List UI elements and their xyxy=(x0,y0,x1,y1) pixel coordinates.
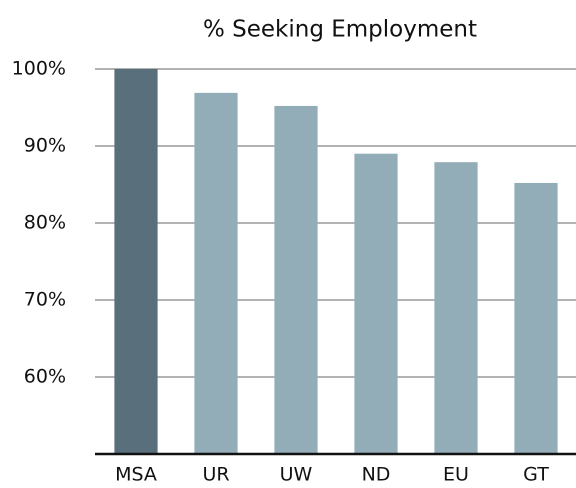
y-tick-label: 60% xyxy=(24,366,66,388)
bar xyxy=(114,69,158,454)
bar xyxy=(514,182,558,454)
x-tick-label: UR xyxy=(202,464,229,486)
x-tick-label: EU xyxy=(443,464,469,486)
y-tick-label: 90% xyxy=(24,135,66,157)
bar xyxy=(434,162,478,455)
bar xyxy=(354,153,398,454)
x-tick-label: GT xyxy=(523,464,549,486)
y-tick-label: 80% xyxy=(24,212,66,234)
bar xyxy=(274,105,318,455)
chart-title: % Seeking Employment xyxy=(203,17,477,43)
x-tick-label: UW xyxy=(280,464,313,486)
x-tick-label: ND xyxy=(362,464,391,486)
x-tick-label: MSA xyxy=(115,464,157,486)
y-tick-label: 100% xyxy=(12,58,66,80)
bar xyxy=(194,92,238,455)
y-tick-label: 70% xyxy=(24,289,66,311)
